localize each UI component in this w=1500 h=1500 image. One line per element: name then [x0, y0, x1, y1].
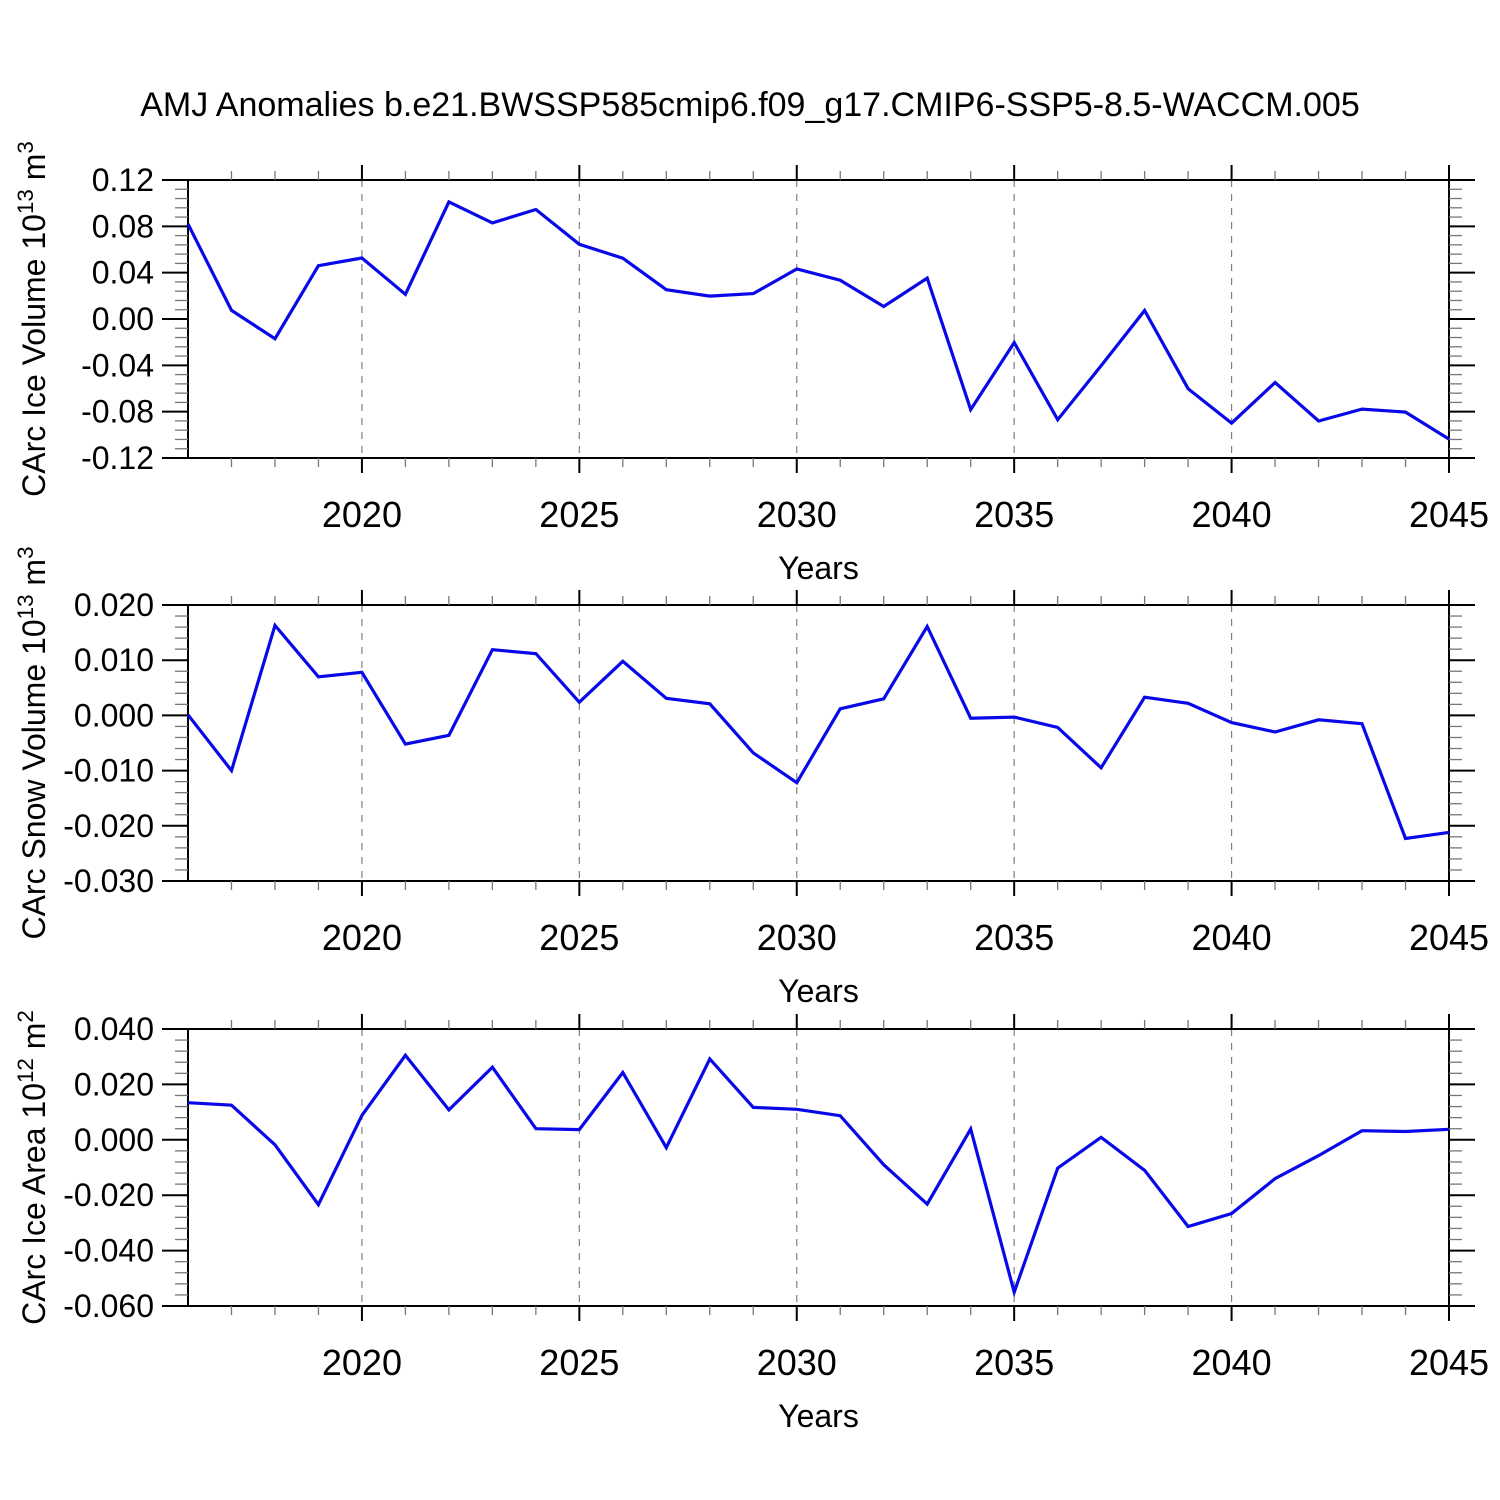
y-axis-title: CArc Ice Area 1012 m2 [13, 1010, 52, 1325]
panel-frame [187, 1028, 1450, 1307]
x-tick-label: 2045 [1409, 494, 1489, 535]
y-tick-label: 0.040 [74, 1011, 154, 1047]
y-tick-label: -0.12 [81, 440, 154, 476]
series-line [186, 622, 1450, 841]
x-tick-label: 2020 [322, 1342, 402, 1383]
x-tick-label: 2040 [1192, 1342, 1272, 1383]
x-tick-label: 2025 [539, 917, 619, 958]
y-tick-label: 0.000 [74, 697, 154, 733]
x-axis-title: Years [778, 1398, 859, 1434]
y-tick-label: 0.010 [74, 642, 154, 678]
y-tick-label: -0.04 [81, 347, 154, 383]
y-tick-label: -0.08 [81, 394, 154, 430]
x-tick-label: 2030 [757, 1342, 837, 1383]
y-tick-label: -0.030 [63, 863, 154, 899]
y-tick-label: -0.020 [63, 1177, 154, 1213]
panel-2: -0.030 -0.020 -0.010 0.000 0.010 0.020 2020 202… [13, 546, 1489, 1009]
x-tick-label: 2025 [539, 494, 619, 535]
panel-frame [187, 604, 1450, 882]
chart-title: AMJ Anomalies b.e21.BWSSP585cmip6.f09_g1… [140, 86, 1360, 124]
x-tick-label: 2040 [1192, 917, 1272, 958]
panel-frame [187, 179, 1450, 459]
y-tick-label: -0.040 [63, 1233, 154, 1269]
x-tick-label: 2035 [974, 1342, 1054, 1383]
x-tick-label: 2045 [1409, 1342, 1489, 1383]
y-tick-label: 0.08 [92, 208, 154, 244]
y-tick-label: -0.020 [63, 808, 154, 844]
y-tick-label: 0.00 [92, 301, 154, 337]
x-tick-label: 2035 [974, 494, 1054, 535]
x-axis-title: Years [778, 973, 859, 1009]
x-tick-label: 2040 [1192, 494, 1272, 535]
y-axis-title: CArc Snow Volume 1013 m3 [13, 546, 52, 939]
x-tick-label: 2035 [974, 917, 1054, 958]
x-tick-label: 2020 [322, 494, 402, 535]
y-tick-label: -0.010 [63, 753, 154, 789]
panel-3: -0.060 -0.040 -0.020 0.000 0.020 0.040 2020 202… [13, 1010, 1489, 1434]
y-tick-label: -0.060 [63, 1288, 154, 1324]
x-tick-label: 2030 [757, 494, 837, 535]
x-axis-title: Years [778, 550, 859, 586]
y-tick-label: 0.020 [74, 1066, 154, 1102]
y-tick-label: 0.12 [92, 162, 154, 198]
x-tick-label: 2030 [757, 917, 837, 958]
x-tick-label: 2045 [1409, 917, 1489, 958]
y-tick-label: 0.020 [74, 587, 154, 623]
y-axis-title: CArc Ice Volume 1013 m3 [13, 141, 52, 497]
y-tick-label: 0.04 [92, 255, 154, 291]
series-line [187, 1052, 1450, 1298]
x-tick-label: 2020 [322, 917, 402, 958]
panel-1: -0.12 -0.08 -0.04 0.00 0.04 0.08 0.12 2020 2025 2… [13, 141, 1489, 586]
x-tick-label: 2025 [539, 1342, 619, 1383]
series-line [186, 199, 1450, 441]
y-tick-label: 0.000 [74, 1122, 154, 1158]
